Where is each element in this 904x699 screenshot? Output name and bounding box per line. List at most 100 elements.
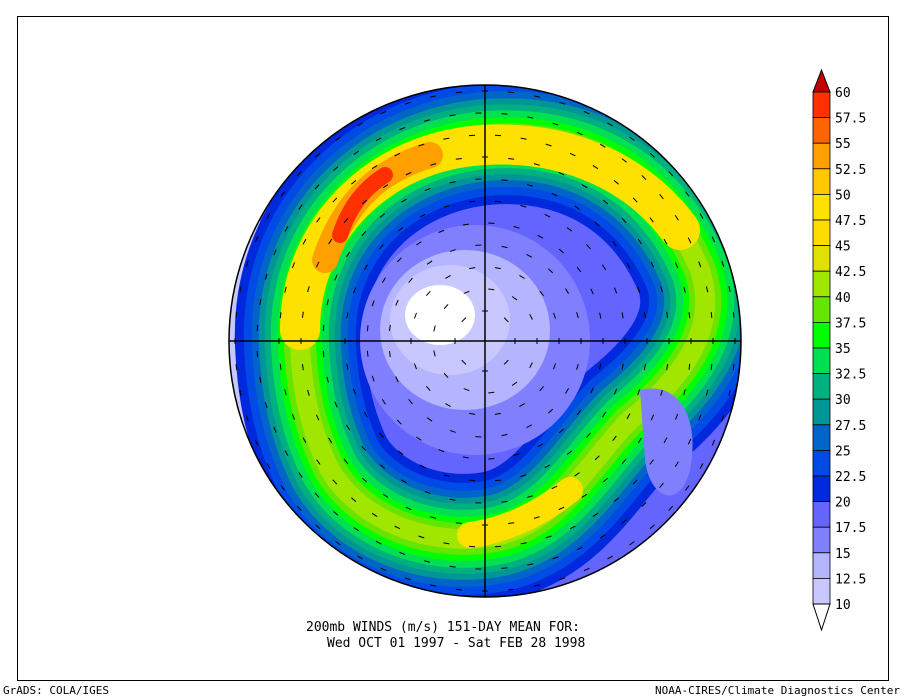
wind-vector xyxy=(508,522,515,525)
wind-vector xyxy=(430,163,437,166)
wind-vector xyxy=(266,213,271,219)
wind-vector xyxy=(371,375,375,382)
wind-vector xyxy=(558,428,565,434)
wind-vector xyxy=(629,541,635,546)
colorbar-bin xyxy=(812,117,831,144)
wind-vector xyxy=(710,363,713,371)
wind-vector xyxy=(266,463,271,469)
wind-vector xyxy=(254,439,259,446)
colorbar-label: 12.5 xyxy=(835,572,866,587)
wind-vector xyxy=(455,522,462,525)
wind-vector xyxy=(547,408,554,414)
wind-vector xyxy=(361,445,367,452)
wind-vector xyxy=(284,389,287,396)
wind-vector xyxy=(501,245,508,249)
wind-vector xyxy=(301,364,304,371)
wind-vector xyxy=(576,546,583,551)
wind-vector xyxy=(380,110,387,115)
wind-vector xyxy=(379,213,386,218)
wind-vector xyxy=(316,217,321,223)
wind-vector xyxy=(613,179,619,185)
wind-vector xyxy=(449,429,456,433)
wind-vector xyxy=(519,403,525,408)
wind-vector xyxy=(663,238,668,245)
wind-vector xyxy=(590,387,594,394)
wind-vector xyxy=(379,244,384,250)
wind-vector xyxy=(576,363,579,370)
wind-vector xyxy=(334,274,338,281)
wind-vector xyxy=(650,261,655,268)
wind-vector xyxy=(443,542,450,545)
colorbar-label: 27.5 xyxy=(835,419,866,434)
wind-vector xyxy=(699,463,704,469)
wind-vector xyxy=(351,497,357,503)
wind-vector xyxy=(533,95,541,98)
wind-vector xyxy=(316,459,321,465)
wind-vector xyxy=(405,506,412,511)
wind-vector xyxy=(501,113,508,115)
wind-vector xyxy=(352,287,357,294)
wind-vector xyxy=(566,227,573,232)
wind-vector xyxy=(674,461,679,468)
wind-vector xyxy=(335,136,341,141)
wind-vector xyxy=(668,505,674,511)
wind-vector xyxy=(566,450,573,455)
wind-vector xyxy=(607,555,613,560)
wind-vector xyxy=(559,577,566,581)
wind-vector xyxy=(291,413,296,420)
wind-vector xyxy=(488,288,495,291)
wind-vector xyxy=(674,214,679,221)
wind-vector xyxy=(235,311,238,318)
wind-vector xyxy=(641,175,647,180)
wind-vector xyxy=(284,226,289,232)
plot-frame xyxy=(17,16,889,681)
wind-vector xyxy=(388,324,391,331)
wind-vector xyxy=(433,350,436,357)
wind-vector xyxy=(315,261,320,268)
wind-vector xyxy=(687,438,692,445)
colorbar-bin xyxy=(812,526,831,554)
wind-vector xyxy=(501,179,508,182)
wind-vector xyxy=(581,184,588,189)
wind-vector xyxy=(599,534,606,539)
wind-vector xyxy=(424,187,431,192)
colorbar-label: 15 xyxy=(835,547,851,562)
wind-vector xyxy=(449,498,456,501)
wind-vector xyxy=(728,285,731,293)
wind-vector xyxy=(469,412,476,415)
wind-vector xyxy=(649,152,655,158)
wind-vector xyxy=(396,419,402,425)
wind-vector xyxy=(650,414,655,421)
wind-vector xyxy=(569,152,576,157)
wind-vector xyxy=(399,551,406,556)
wind-vector xyxy=(445,403,451,408)
wind-vector xyxy=(291,262,296,269)
colorbar-label: 45 xyxy=(835,240,851,255)
wind-vector xyxy=(469,267,476,270)
wind-vector xyxy=(449,181,456,184)
wind-vector xyxy=(352,388,357,395)
wind-vector xyxy=(332,197,338,203)
wind-vector xyxy=(527,116,534,119)
wind-vector xyxy=(443,137,450,140)
wind-vector xyxy=(239,285,242,293)
wind-vector xyxy=(418,535,425,539)
wind-vector xyxy=(245,260,249,267)
colorbar-label: 42.5 xyxy=(835,265,866,280)
wind-vector xyxy=(545,535,552,539)
wind-vector xyxy=(326,299,329,306)
wind-vector xyxy=(443,474,450,477)
wind-vector xyxy=(314,184,320,190)
wind-vector xyxy=(685,485,690,491)
wind-vector xyxy=(335,541,341,546)
wind-vector xyxy=(643,311,646,319)
colorbar-bin xyxy=(812,501,831,528)
wind-vector xyxy=(565,388,570,394)
wind-vector xyxy=(637,286,641,293)
wind-vector xyxy=(443,372,449,379)
colorbar-label: 10 xyxy=(835,598,851,613)
colorbar-bin xyxy=(812,193,831,221)
wind-vector xyxy=(607,122,613,127)
colorbar-bin xyxy=(812,168,831,195)
wind-vector xyxy=(643,363,646,371)
